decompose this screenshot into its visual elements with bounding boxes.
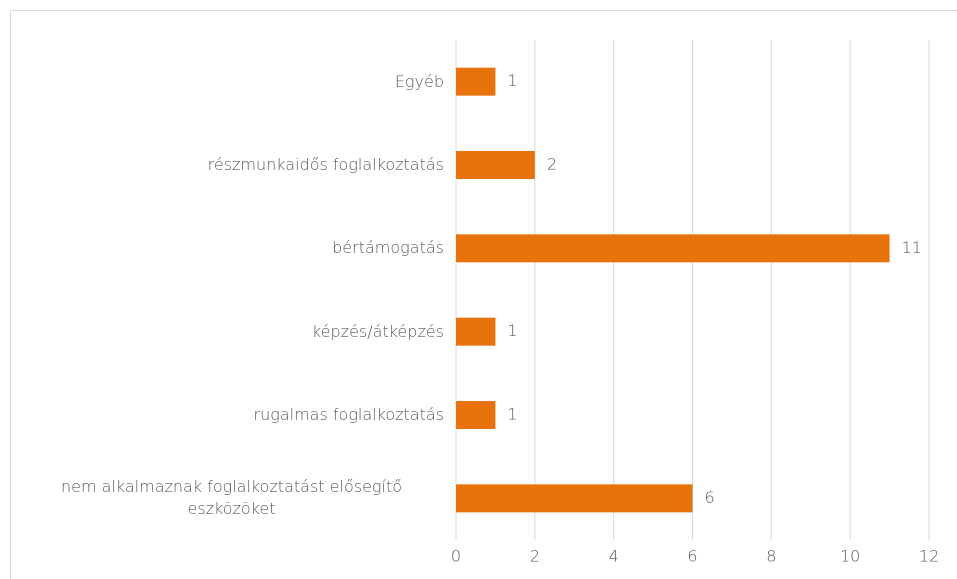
data-label: 1 [507,71,517,90]
y-tick-label: bértámogatás [14,237,444,259]
bar [456,234,890,263]
data-label: 6 [705,488,715,507]
bar [456,67,496,96]
bar [456,484,693,513]
y-tick-label: képzés/átképzés [14,321,444,343]
data-label: 2 [547,155,557,174]
y-tick-label: rugalmas foglalkoztatás [14,404,444,426]
x-tick-label: 0 [451,547,461,566]
x-tick-label: 12 [919,547,939,566]
data-label: 1 [507,321,517,340]
bar [456,317,496,346]
y-tick-label: részmunkaidős foglalkoztatás [14,154,444,176]
x-tick-label: 8 [766,547,776,566]
chart-frame [10,10,957,579]
bar [456,401,496,429]
y-tick-text: bértámogatás [332,238,444,258]
x-tick-label: 4 [609,547,619,566]
y-tick-label: nem alkalmaznak foglalkoztatást elősegít… [14,476,444,520]
x-tick-label: 2 [530,547,540,566]
x-tick-label: 6 [687,547,697,566]
data-label: 11 [902,238,922,257]
x-tick-label: 10 [840,547,860,566]
y-tick-text: részmunkaidős foglalkoztatás [207,155,444,174]
data-label: 1 [507,405,517,424]
y-tick-text: nem alkalmaznak foglalkoztatást elősegít… [60,477,403,519]
y-tick-text: képzés/átképzés [311,321,444,341]
bar [456,151,535,179]
y-tick-text: rugalmas foglalkoztatás [253,405,444,424]
y-tick-text: Egyéb [394,71,444,91]
y-tick-label: Egyéb [14,71,444,93]
